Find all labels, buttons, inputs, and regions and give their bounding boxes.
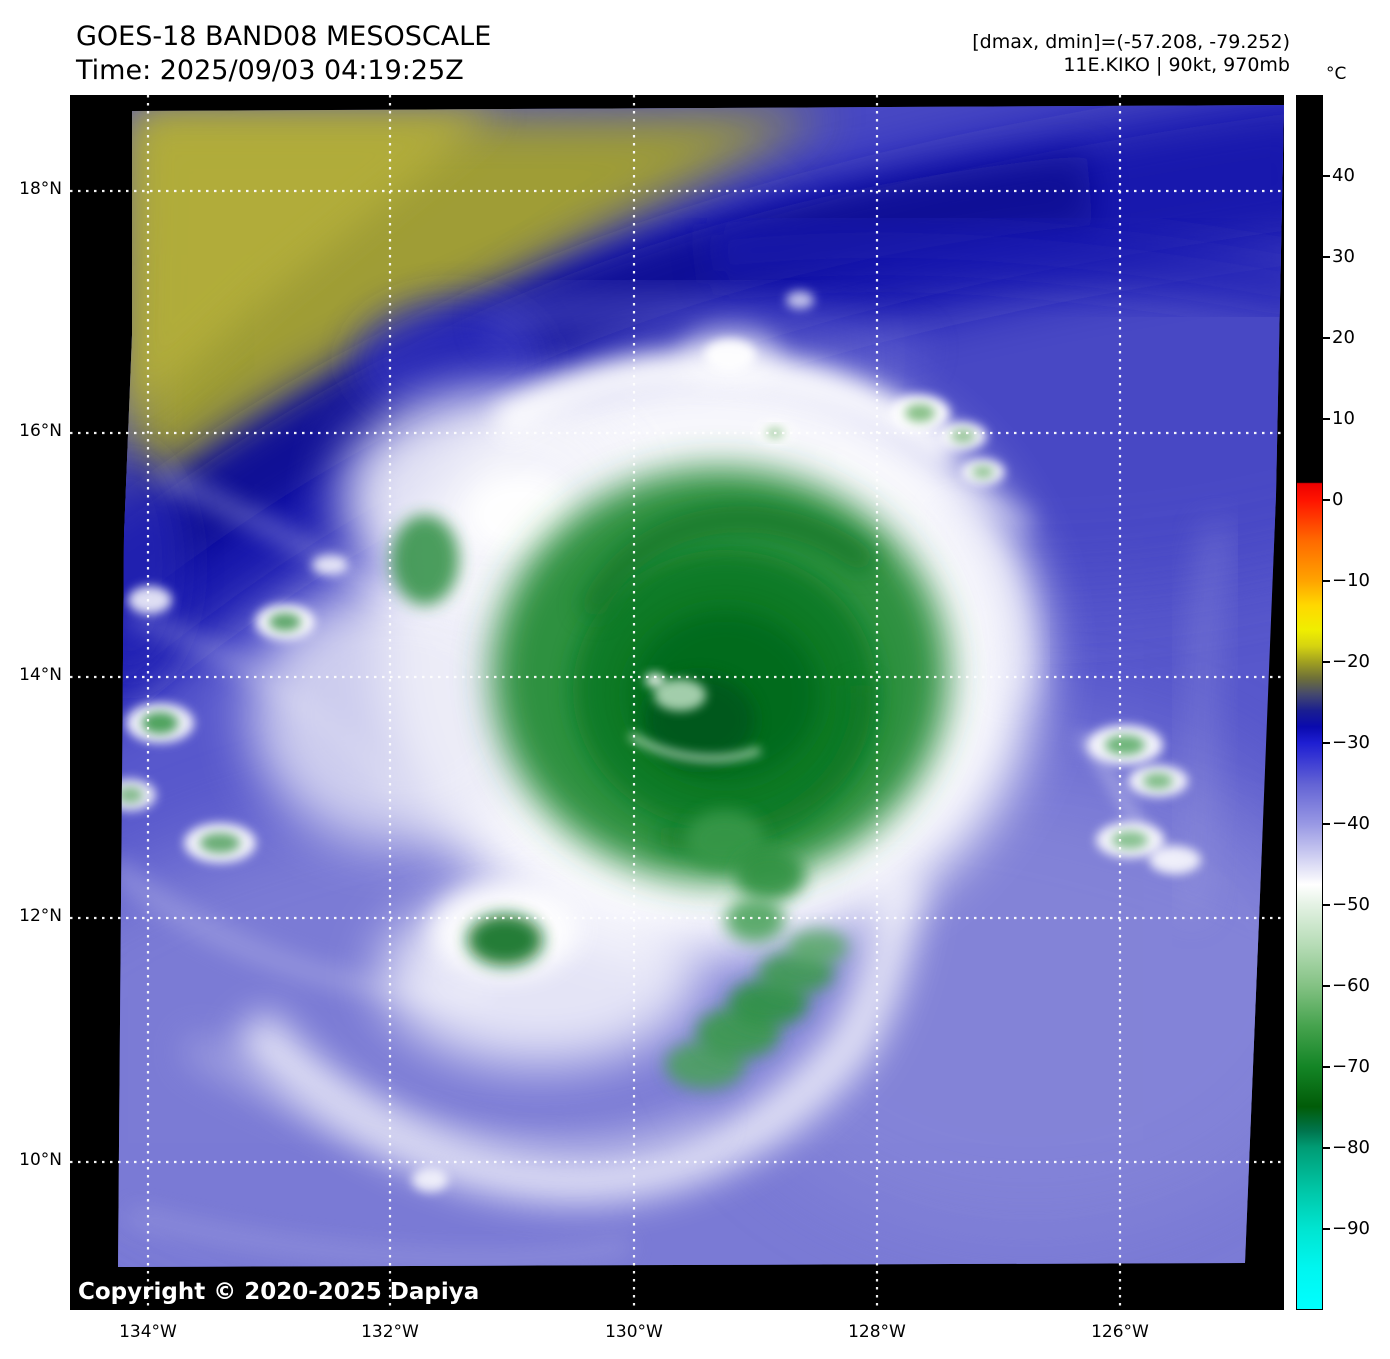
colorbar-tick-label: 30: [1332, 246, 1355, 267]
graticule: [70, 95, 1284, 1310]
lon-tick-label: 130°W: [605, 1322, 663, 1342]
colorbar-tick-label: −70: [1332, 1056, 1370, 1077]
lon-tick-label: 134°W: [119, 1322, 177, 1342]
colorbar-tick-label: −90: [1332, 1218, 1370, 1239]
colorbar-tick-label: −60: [1332, 975, 1370, 996]
colorbar-unit-label: °C: [1326, 64, 1347, 84]
colorbar-tick: [1323, 904, 1330, 906]
cloud-specks-right: [1076, 725, 1201, 874]
colorbar-tick-label: −50: [1332, 894, 1370, 915]
colorbar: [1296, 95, 1323, 1310]
dmax-dmin-readout: [dmax, dmin]=(-57.208, -79.252): [972, 31, 1290, 53]
colorbar-tick-label: −40: [1332, 813, 1370, 834]
product-title: GOES-18 BAND08 MESOSCALE: [76, 21, 492, 52]
colorbar-tick: [1323, 742, 1330, 744]
lat-tick-label: 12°N: [19, 906, 62, 926]
colorbar-tick: [1323, 1066, 1330, 1068]
title-block: GOES-18 BAND08 MESOSCALE Time: 2025/09/0…: [76, 20, 491, 88]
storm-info: 11E.KIKO | 90kt, 970mb: [1063, 54, 1290, 76]
product-time: Time: 2025/09/03 04:19:25Z: [76, 55, 464, 86]
satellite-image: [70, 95, 1284, 1310]
colorbar-tick: [1323, 580, 1330, 582]
colorbar-tick-label: −20: [1332, 651, 1370, 672]
colorbar-tick: [1323, 661, 1330, 663]
colorbar-tick-label: 10: [1332, 408, 1355, 429]
colorbar-tick: [1323, 337, 1330, 339]
colorbar-tick-label: −30: [1332, 732, 1370, 753]
cloud-specks-west: [118, 555, 348, 863]
colorbar-tick: [1323, 985, 1330, 987]
colorbar-tick: [1323, 823, 1330, 825]
colorbar-tick-label: 0: [1332, 489, 1344, 510]
cloud-specks-upper-right: [757, 395, 1005, 485]
satellite-swath: [118, 105, 1284, 1267]
lat-tick-label: 14°N: [19, 665, 62, 685]
colorbar-tick: [1323, 1228, 1330, 1230]
colorbar-tick: [1323, 418, 1330, 420]
colorbar-tick: [1323, 175, 1330, 177]
colorbar-tick-label: 40: [1332, 165, 1355, 186]
lon-tick-label: 126°W: [1091, 1322, 1149, 1342]
colorbar-tick: [1323, 256, 1330, 258]
colorbar-tick: [1323, 499, 1330, 501]
lon-tick-label: 128°W: [848, 1322, 906, 1342]
copyright-text: Copyright © 2020-2025 Dapiya: [78, 1279, 480, 1305]
lon-tick-label: 132°W: [361, 1322, 419, 1342]
lat-tick-label: 10°N: [19, 1150, 62, 1170]
lat-tick-label: 16°N: [19, 421, 62, 441]
map-panel: Copyright © 2020-2025 Dapiya: [70, 95, 1284, 1310]
colorbar-tick: [1323, 1147, 1330, 1149]
colorbar-tick-label: 20: [1332, 327, 1355, 348]
lat-tick-label: 18°N: [19, 179, 62, 199]
colorbar-tick-label: −80: [1332, 1137, 1370, 1158]
header-right-block: [dmax, dmin]=(-57.208, -79.252) 11E.KIKO…: [972, 31, 1290, 77]
colorbar-tick-label: −10: [1332, 570, 1370, 591]
